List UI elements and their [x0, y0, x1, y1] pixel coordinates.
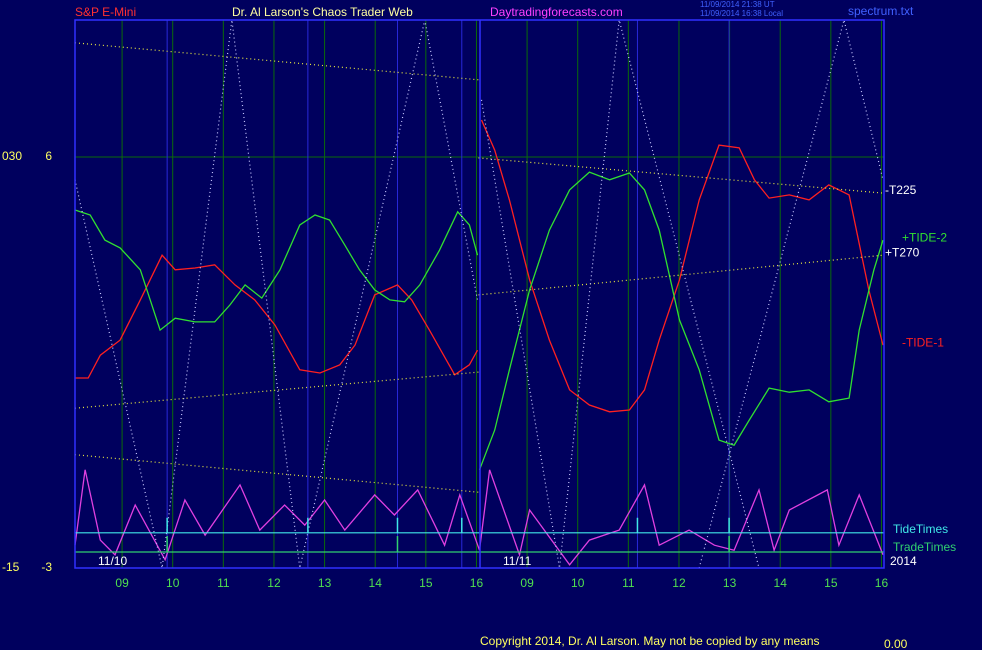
x-tick-label: 14	[369, 576, 383, 590]
marks	[74, 19, 884, 569]
x-tick-label: 12	[267, 576, 281, 590]
y2-tick-label: -15	[2, 560, 20, 574]
x-tick-label: 10	[166, 576, 180, 590]
y-tick-label: 6	[45, 149, 52, 163]
x-tick-label: 09	[115, 576, 129, 590]
event-label: TideTimes	[893, 522, 948, 536]
x-tick-label: 13	[318, 576, 332, 590]
x-tick-label: 15	[824, 576, 838, 590]
x-tick-label: 12	[672, 576, 686, 590]
y2-tick-label: 030	[2, 149, 22, 163]
grid	[75, 20, 884, 569]
x-tick-label: 13	[723, 576, 737, 590]
x-tick-label: 14	[774, 576, 788, 590]
x-tick-label: 11	[217, 576, 230, 590]
series-line	[74, 171, 884, 471]
date-label: 11/11	[503, 554, 532, 568]
timestamp-ut: 11/09/2014 21:38 UT	[700, 0, 775, 9]
date-label: 11/10	[98, 554, 127, 568]
event-label: TradeTimes	[893, 540, 956, 554]
date-label: 2014	[890, 554, 917, 568]
x-tick-label: 11	[622, 576, 635, 590]
x-tick-label: 16	[470, 576, 484, 590]
x-tick-label: 10	[571, 576, 585, 590]
y-tick-label: -3	[41, 560, 52, 574]
series-label: -T225	[885, 183, 917, 197]
x-tick-label: 15	[419, 576, 433, 590]
series-label: +T270	[885, 245, 920, 259]
series-line	[74, 469, 884, 566]
readout: 0.00	[884, 637, 908, 650]
file-name: spectrum.txt	[848, 4, 914, 18]
site-url: Daytradingforecasts.com	[490, 5, 623, 19]
timestamp-local: 11/09/2014 16:38 Local	[700, 9, 783, 18]
series-label: +TIDE-2	[902, 230, 947, 244]
series-line	[75, 119, 884, 413]
series-label: -TIDE-1	[902, 335, 944, 349]
x-tick-label: 16	[875, 576, 889, 590]
x-tick-label: 09	[520, 576, 534, 590]
copyright: Copyright 2014, Dr. Al Larson. May not b…	[480, 634, 820, 648]
series-line	[74, 19, 884, 569]
symbol: S&P E-Mini	[75, 5, 136, 19]
site-title: Dr. Al Larson's Chaos Trader Web	[232, 5, 413, 19]
